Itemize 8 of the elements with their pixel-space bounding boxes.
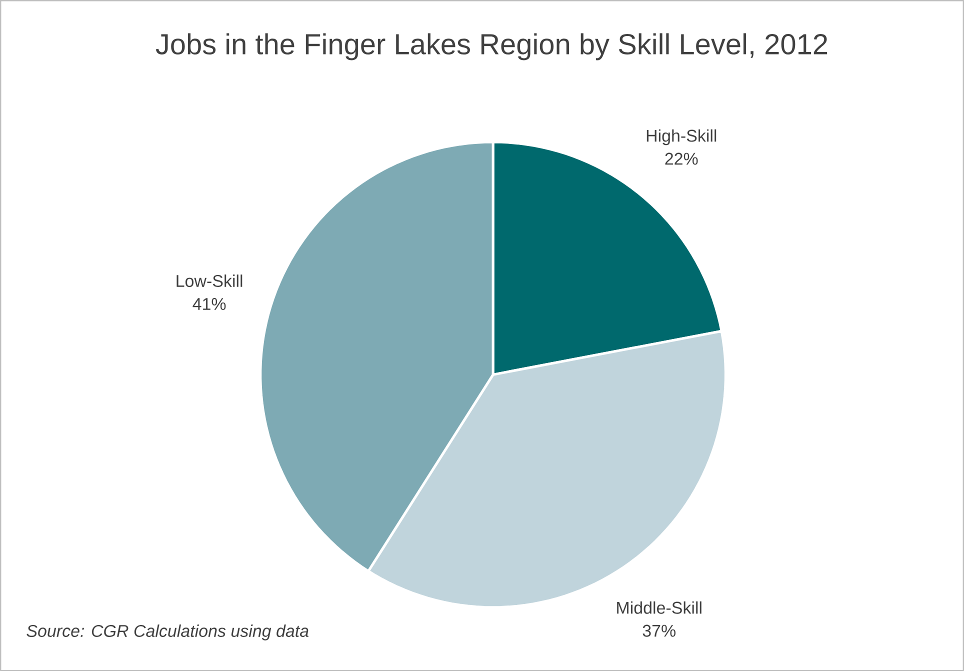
data-label: 37% <box>642 624 676 637</box>
source-note: Source: CGR Calculations using data <box>26 624 308 640</box>
slice-label: Low-Skill <box>176 274 242 287</box>
data-label: 41% <box>192 298 226 310</box>
slice-label: High-Skill <box>646 129 716 146</box>
slice-label: Middle-Skill <box>617 601 702 614</box>
data-label: 22% <box>665 152 698 165</box>
chart-title: Jobs in the Finger Lakes Region by Skill Level, 2012 <box>156 33 828 60</box>
